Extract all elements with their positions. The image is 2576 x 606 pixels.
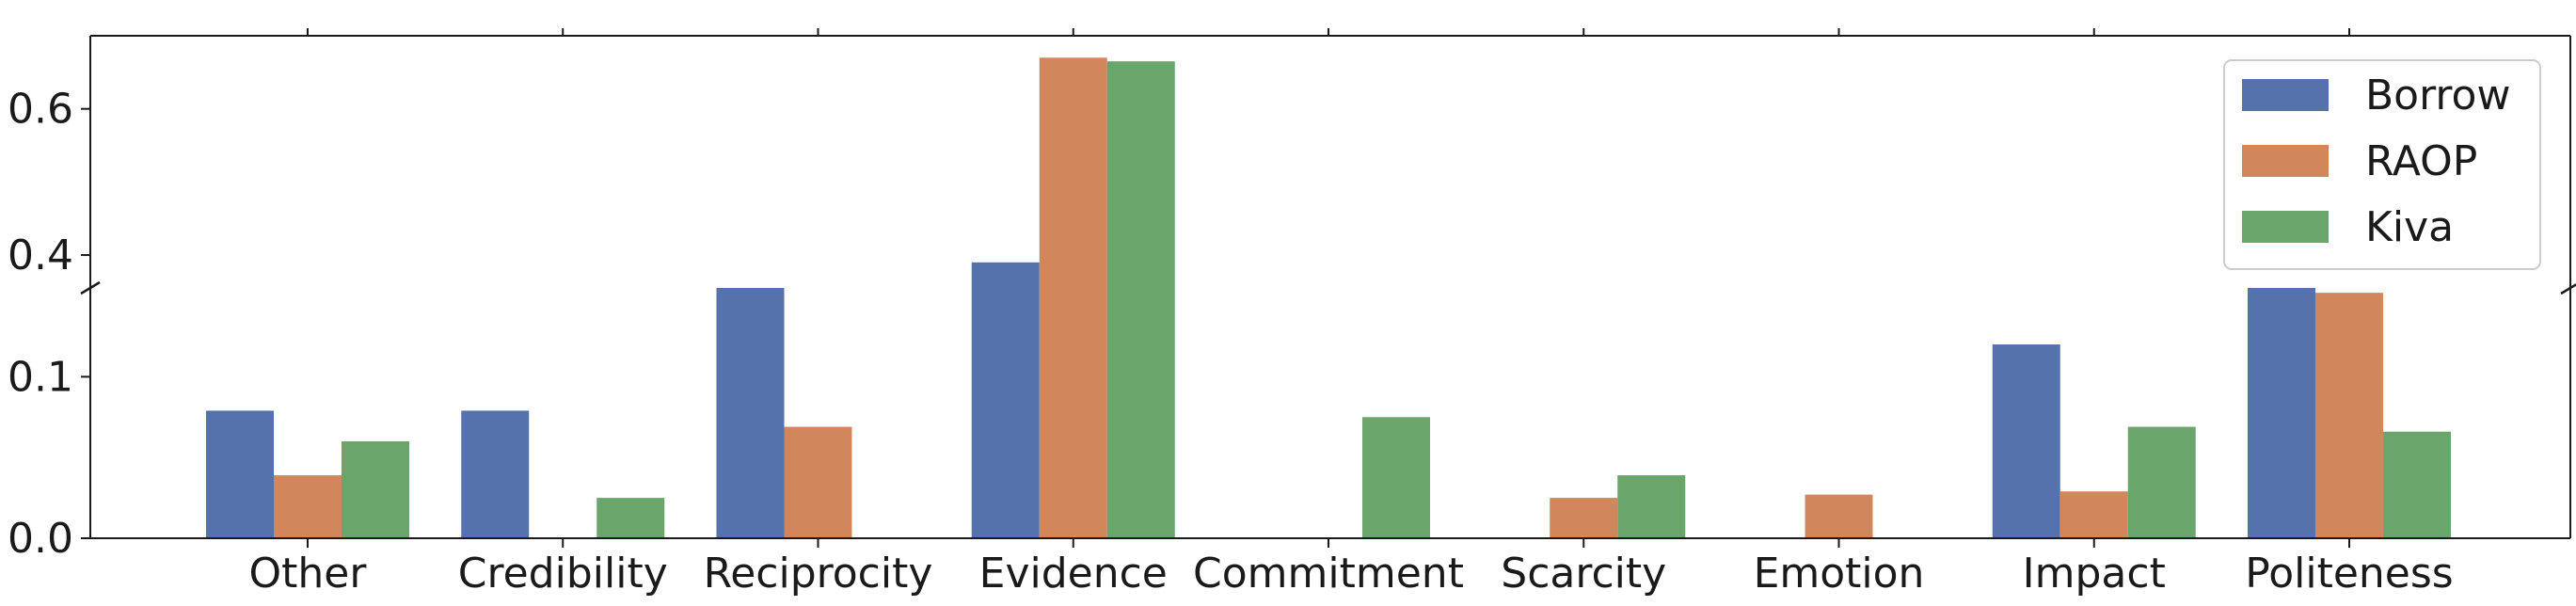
x-tick-label-impact: Impact — [2023, 550, 2166, 598]
legend-label-borrow: Borrow — [2365, 72, 2510, 120]
x-tick-label-scarcity: Scarcity — [1501, 550, 1666, 598]
bar-kiva-credibility — [596, 498, 665, 538]
y-tick-label-upper-0: 0.4 — [8, 231, 73, 279]
bar-raop-politeness — [2315, 293, 2383, 538]
x-tick-label-reciprocity: Reciprocity — [704, 550, 933, 598]
x-tick-label-politeness: Politeness — [2245, 550, 2453, 598]
bar-kiva-politeness — [2383, 431, 2451, 538]
bar-borrow-evidence — [971, 262, 1040, 538]
legend-label-kiva: Kiva — [2365, 203, 2454, 251]
bar-borrow-reciprocity — [716, 288, 785, 538]
bar-kiva-other — [342, 441, 409, 538]
bar-raop-scarcity — [1550, 498, 1618, 538]
x-tick-label-evidence: Evidence — [979, 550, 1168, 598]
y-tick-label-lower-1: 0.1 — [8, 353, 73, 401]
legend-label-raop: RAOP — [2365, 137, 2477, 185]
y-tick-label-upper-1: 0.6 — [8, 86, 73, 134]
bar-borrow-politeness — [2248, 288, 2315, 538]
bar-raop-evidence — [1039, 57, 1107, 538]
bar-kiva-evidence — [1106, 61, 1175, 538]
bar-kiva-scarcity — [1617, 475, 1686, 538]
x-tick-label-emotion: Emotion — [1754, 550, 1925, 598]
x-tick-label-commitment: Commitment — [1193, 550, 1464, 598]
bar-raop-reciprocity — [784, 426, 852, 538]
bar-borrow-other — [206, 410, 274, 538]
bar-kiva-impact — [2127, 426, 2196, 538]
bar-borrow-credibility — [461, 410, 530, 538]
legend-swatch-borrow — [2242, 79, 2329, 111]
bar-raop-emotion — [1805, 494, 1873, 538]
bar-borrow-impact — [1992, 344, 2060, 538]
bar-kiva-commitment — [1362, 417, 1430, 538]
axis-break-mark-left — [80, 280, 101, 295]
bar-raop-other — [274, 475, 342, 538]
y-tick-label-lower-0: 0.0 — [8, 515, 73, 563]
legend-swatch-kiva — [2242, 211, 2329, 243]
legend-swatch-raop — [2242, 145, 2329, 177]
axis-break-mark-right — [2560, 282, 2576, 295]
bar-raop-impact — [2059, 491, 2128, 538]
x-tick-label-other: Other — [249, 550, 368, 598]
x-tick-label-credibility: Credibility — [458, 550, 668, 598]
